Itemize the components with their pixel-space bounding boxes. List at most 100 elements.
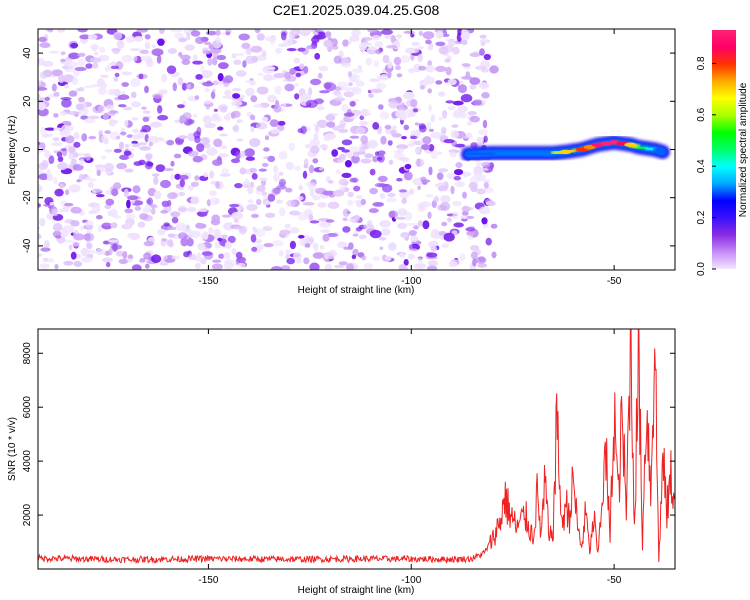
noise-blob <box>33 203 37 208</box>
noise-blob <box>398 264 407 270</box>
noise-blob <box>327 201 340 209</box>
noise-blob <box>452 100 464 106</box>
noise-blob <box>441 221 448 227</box>
noise-blob <box>417 53 424 63</box>
noise-blob <box>60 58 66 63</box>
noise-blob <box>318 167 324 171</box>
noise-blob <box>342 217 348 222</box>
noise-blob <box>239 150 246 158</box>
noise-blob <box>285 161 294 170</box>
noise-blob <box>85 176 92 181</box>
noise-blob <box>140 55 153 62</box>
noise-blob <box>308 164 315 174</box>
noise-blob <box>341 139 353 146</box>
noise-blob <box>127 254 134 260</box>
noise-blob <box>293 57 301 64</box>
noise-blob <box>385 255 392 262</box>
noise-blob <box>167 48 177 54</box>
noise-blob <box>284 83 295 92</box>
noise-blob <box>450 130 459 139</box>
noise-blob <box>127 195 139 201</box>
ridge-hotspot <box>624 142 637 147</box>
noise-blob <box>101 155 106 160</box>
noise-blob <box>143 252 152 260</box>
noise-blob <box>74 66 87 72</box>
noise-blob <box>290 29 301 37</box>
noise-blob <box>395 34 403 39</box>
spectrogram-ridge <box>461 135 670 162</box>
noise-blob <box>385 197 397 203</box>
noise-blob <box>435 80 443 85</box>
noise-blob <box>443 232 455 242</box>
noise-blob <box>99 74 109 79</box>
noise-blob <box>116 250 124 257</box>
noise-blob <box>367 49 377 55</box>
noise-blob <box>123 188 129 198</box>
noise-blob <box>347 218 357 222</box>
noise-blob <box>401 136 407 140</box>
noise-blob <box>131 140 138 145</box>
noise-blob <box>295 72 302 78</box>
noise-blob <box>63 239 75 243</box>
noise-blob <box>342 86 353 91</box>
noise-blob <box>216 54 227 61</box>
noise-blob <box>419 201 432 208</box>
noise-blob <box>210 218 221 226</box>
noise-blob <box>344 160 352 168</box>
noise-blob <box>418 257 423 264</box>
noise-blob <box>427 211 432 219</box>
noise-blob <box>472 258 477 267</box>
noise-blob <box>253 104 264 108</box>
noise-blob <box>142 110 151 114</box>
noise-blob <box>372 155 379 163</box>
noise-blob <box>431 200 437 209</box>
noise-blob <box>319 244 324 250</box>
noise-blob <box>370 88 383 94</box>
noise-blob <box>368 93 374 98</box>
noise-blob <box>263 66 276 70</box>
noise-blob <box>227 262 237 267</box>
noise-blob <box>108 239 119 243</box>
noise-blob <box>194 135 201 144</box>
noise-blob <box>462 191 467 199</box>
noise-blob <box>337 124 346 129</box>
noise-blob <box>148 141 154 147</box>
noise-blob <box>353 151 360 157</box>
noise-blob <box>427 88 433 94</box>
noise-blob <box>441 243 449 249</box>
x-tick-label: -50 <box>607 276 622 287</box>
noise-blob <box>360 198 366 206</box>
noise-blob <box>211 263 223 270</box>
noise-blob <box>126 199 131 209</box>
noise-blob <box>43 133 54 137</box>
noise-blob <box>450 185 455 195</box>
noise-blob <box>245 87 255 97</box>
noise-blob <box>219 173 231 177</box>
noise-blob <box>466 120 472 126</box>
noise-blob <box>116 135 121 140</box>
noise-blob <box>151 208 156 215</box>
noise-blob <box>421 144 431 151</box>
noise-blob <box>467 111 477 116</box>
noise-blob <box>96 169 101 176</box>
noise-blob <box>209 48 222 54</box>
noise-blob <box>469 115 480 123</box>
noise-blob <box>174 32 184 39</box>
top-y-ticks: -40 -20 0 20 40 <box>22 47 675 253</box>
noise-blob <box>85 63 93 69</box>
noise-blob <box>349 135 360 139</box>
noise-blob <box>180 237 189 247</box>
noise-blob <box>264 200 270 205</box>
noise-blob <box>479 34 487 39</box>
noise-blob <box>404 163 412 170</box>
noise-blob <box>417 206 426 213</box>
noise-blob <box>403 259 409 266</box>
noise-blob <box>347 38 352 45</box>
x-tick-label: -100 <box>401 575 421 586</box>
noise-blob <box>219 106 228 113</box>
noise-blob <box>377 150 386 156</box>
noise-blob <box>204 99 211 105</box>
noise-blob <box>110 244 123 250</box>
noise-blob <box>38 203 42 208</box>
noise-blob <box>186 206 197 213</box>
